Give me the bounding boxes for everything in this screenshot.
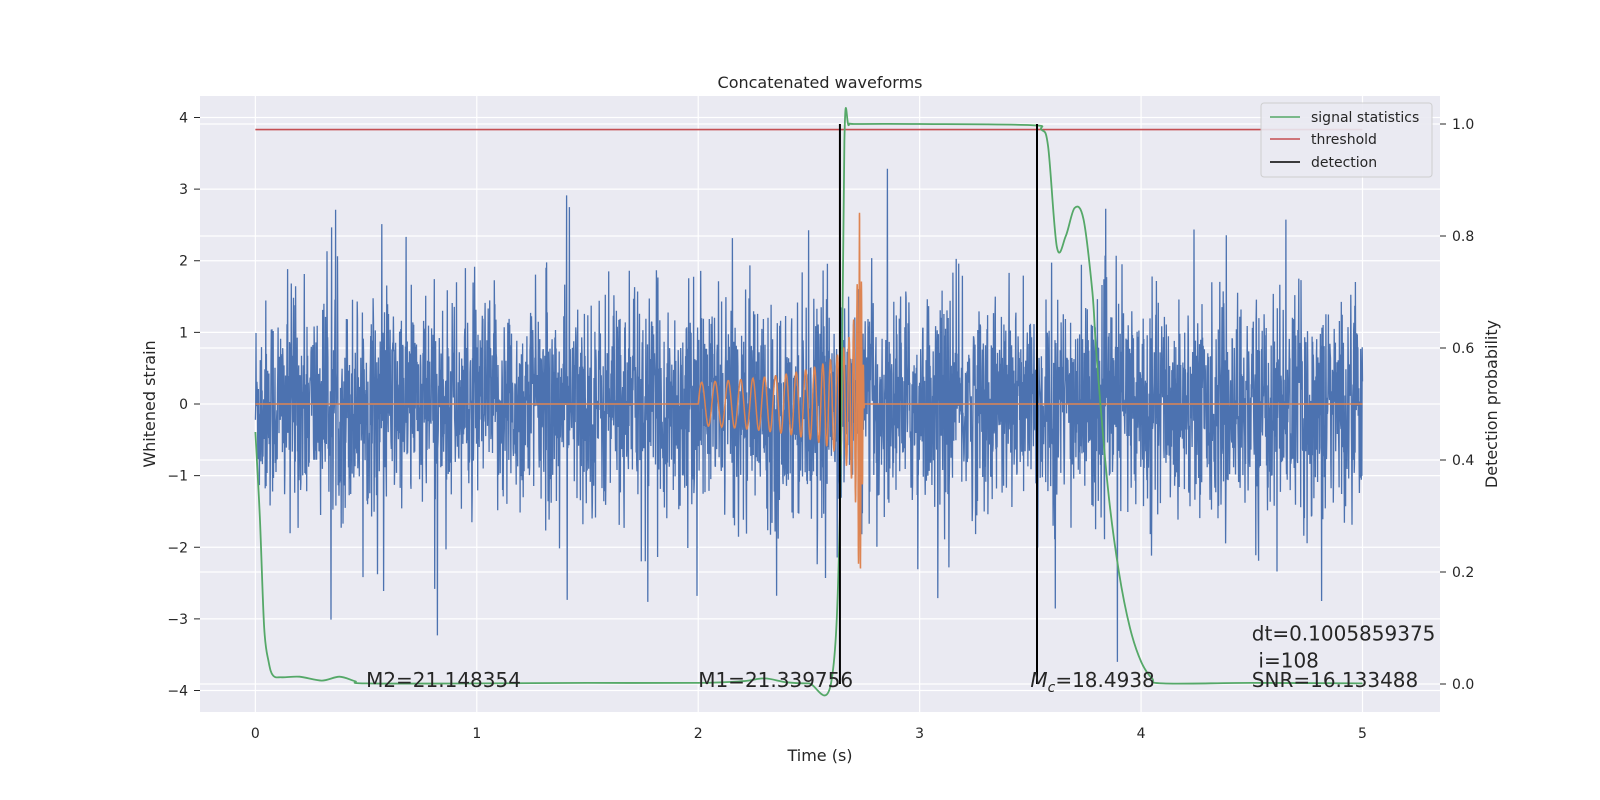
y2-tick-label: 0.0 [1452, 677, 1474, 693]
y-tick-label: 4 [179, 110, 188, 126]
annotation-text: Mc=18.4938 [1030, 668, 1154, 696]
x-tick-label: 2 [694, 726, 703, 742]
y-tick-label: −2 [167, 540, 188, 556]
x-tick-label: 3 [915, 726, 924, 742]
signal-statistics-line [254, 107, 1363, 697]
y-tick-label: −3 [167, 612, 188, 628]
ticks-layer: 0 1 2 3 4 5 −4 −3 −2 −1 0 1 2 3 4 0.0 0.2 0.4 0.6 0.8 1.0 [167, 110, 1474, 742]
x-tick-label: 4 [1137, 726, 1146, 742]
annotation-text: dt=0.1005859375 [1252, 621, 1436, 645]
chart-title: Concatenated waveforms [718, 73, 923, 92]
annotation-text: M2=21.148354 [366, 668, 521, 692]
annotation-text: SNR=16.133488 [1252, 668, 1418, 692]
y-tick-label: 3 [179, 182, 188, 198]
series-layer [254, 107, 1364, 697]
legend-box [1260, 102, 1433, 178]
y-axis-label: Whitened strain [140, 340, 159, 467]
y2-tick-label: 0.4 [1452, 453, 1474, 469]
annotation-text: i=108 [1258, 649, 1319, 673]
legend-label-detection: detection [1311, 155, 1377, 171]
y-tick-label: −4 [167, 684, 188, 700]
x-axis-label: Time (s) [786, 746, 852, 765]
y2-axis-label: Detection probability [1482, 320, 1501, 488]
y2-tick-label: 0.8 [1452, 229, 1474, 245]
x-tick-label: 1 [472, 726, 481, 742]
annotation-text: M1=21.339756 [698, 668, 853, 692]
x-tick-label: 0 [251, 726, 260, 742]
y2-tick-label: 0.6 [1452, 341, 1474, 357]
x-tick-label: 5 [1358, 726, 1367, 742]
y2-tick-label: 0.2 [1452, 565, 1474, 581]
legend: signal statistics threshold detection [1260, 102, 1433, 178]
y-tick-label: 2 [179, 254, 188, 270]
legend-label-threshold: threshold [1311, 132, 1377, 148]
annotations: M2=21.148354 M1=21.339756 Mc=18.4938 dt=0.1… [366, 621, 1435, 696]
noise-series-line [254, 168, 1364, 662]
y-tick-label: 1 [179, 325, 188, 341]
y2-tick-label: 1.0 [1452, 117, 1474, 133]
chirp-series-line [255, 212, 1363, 569]
legend-label-signal-statistics: signal statistics [1311, 110, 1419, 126]
y-tick-label: 0 [179, 397, 188, 413]
y-tick-label: −1 [167, 469, 188, 485]
